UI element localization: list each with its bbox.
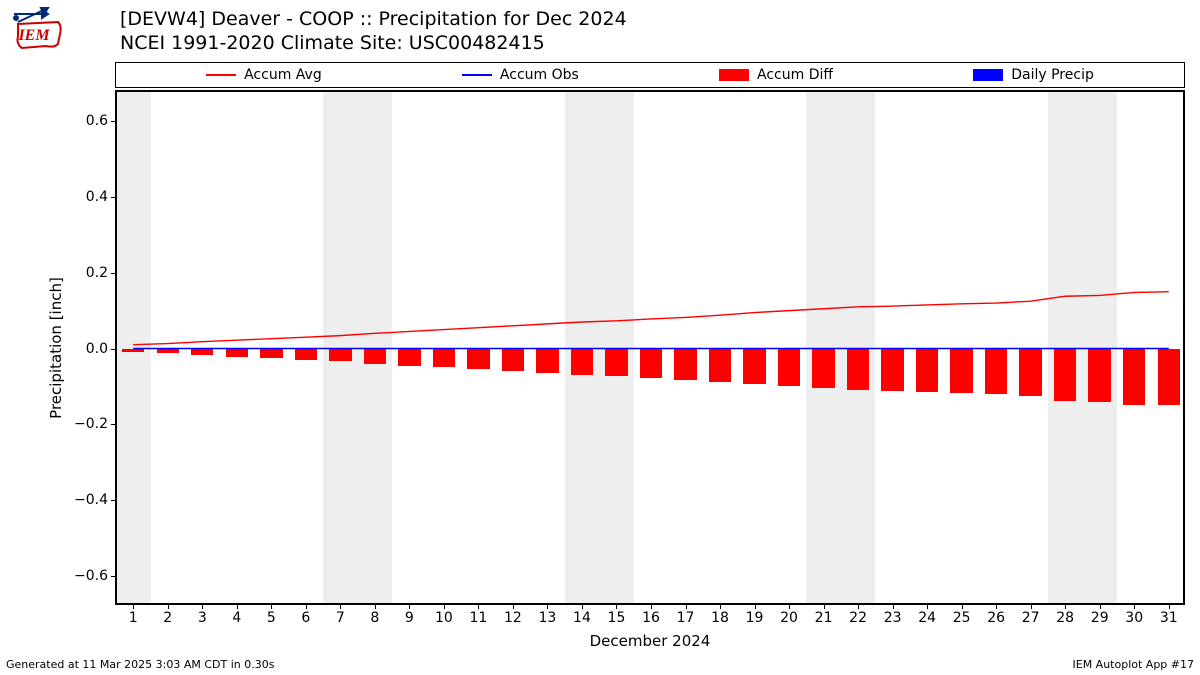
footer-generated: Generated at 11 Mar 2025 3:03 AM CDT in … — [6, 658, 274, 671]
xtick-label: 22 — [849, 610, 867, 626]
legend-swatch — [206, 74, 236, 76]
xtick-label: 29 — [1091, 610, 1109, 626]
x-axis-label: December 2024 — [590, 632, 711, 650]
legend-label: Accum Obs — [500, 67, 579, 83]
xtick-label: 27 — [1022, 610, 1040, 626]
xtick-label: 18 — [711, 610, 729, 626]
legend-item: Accum Diff — [719, 67, 833, 83]
legend: Accum Avg Accum Obs Accum Diff Daily Precip — [115, 62, 1185, 88]
xtick-label: 9 — [405, 610, 414, 626]
legend-swatch — [462, 74, 492, 76]
ytick-label: −0.6 — [74, 568, 108, 584]
legend-item: Accum Obs — [462, 67, 579, 83]
xtick-label: 17 — [677, 610, 695, 626]
xtick-label: 2 — [163, 610, 172, 626]
xtick-label: 8 — [370, 610, 379, 626]
xtick-label: 25 — [953, 610, 971, 626]
ytick-label: 0.4 — [86, 189, 108, 205]
xtick-label: 23 — [884, 610, 902, 626]
xtick-label: 15 — [608, 610, 626, 626]
series-svg — [116, 91, 1186, 606]
xtick-label: 4 — [232, 610, 241, 626]
xtick-label: 6 — [301, 610, 310, 626]
chart-title-block: [DEVW4] Deaver - COOP :: Precipitation f… — [120, 8, 627, 56]
xtick-label: 10 — [435, 610, 453, 626]
xtick-label: 26 — [987, 610, 1005, 626]
ytick-label: −0.2 — [74, 416, 108, 432]
xtick-label: 1 — [129, 610, 138, 626]
ytick-label: 0.6 — [86, 113, 108, 129]
legend-item: Accum Avg — [206, 67, 322, 83]
xtick-label: 3 — [198, 610, 207, 626]
chart-title-line2: NCEI 1991-2020 Climate Site: USC00482415 — [120, 32, 627, 56]
legend-item: Daily Precip — [973, 67, 1094, 83]
xtick-label: 7 — [336, 610, 345, 626]
iem-logo: IEM — [8, 4, 68, 56]
y-axis-label: Precipitation [inch] — [47, 277, 65, 419]
legend-swatch — [973, 69, 1003, 81]
xtick-label: 24 — [918, 610, 936, 626]
plot-area: Precipitation [inch] December 2024 −0.6−… — [115, 90, 1185, 605]
xtick-label: 19 — [746, 610, 764, 626]
svg-text:IEM: IEM — [17, 27, 50, 44]
xtick-label: 5 — [267, 610, 276, 626]
legend-label: Accum Diff — [757, 67, 833, 83]
xtick-label: 12 — [504, 610, 522, 626]
footer-app: IEM Autoplot App #17 — [1073, 658, 1195, 671]
xtick-label: 28 — [1056, 610, 1074, 626]
xtick-label: 11 — [469, 610, 487, 626]
xtick-label: 13 — [539, 610, 557, 626]
legend-label: Daily Precip — [1011, 67, 1094, 83]
ytick-label: 0.0 — [86, 341, 108, 357]
ytick-label: −0.4 — [74, 492, 108, 508]
chart-title-line1: [DEVW4] Deaver - COOP :: Precipitation f… — [120, 8, 627, 32]
xtick-label: 31 — [1160, 610, 1178, 626]
xtick-label: 21 — [815, 610, 833, 626]
xtick-label: 14 — [573, 610, 591, 626]
legend-label: Accum Avg — [244, 67, 322, 83]
accum-avg-line — [133, 292, 1168, 345]
xtick-label: 30 — [1125, 610, 1143, 626]
xtick-label: 20 — [780, 610, 798, 626]
legend-swatch — [719, 69, 749, 81]
xtick-label: 16 — [642, 610, 660, 626]
ytick-label: 0.2 — [86, 265, 108, 281]
